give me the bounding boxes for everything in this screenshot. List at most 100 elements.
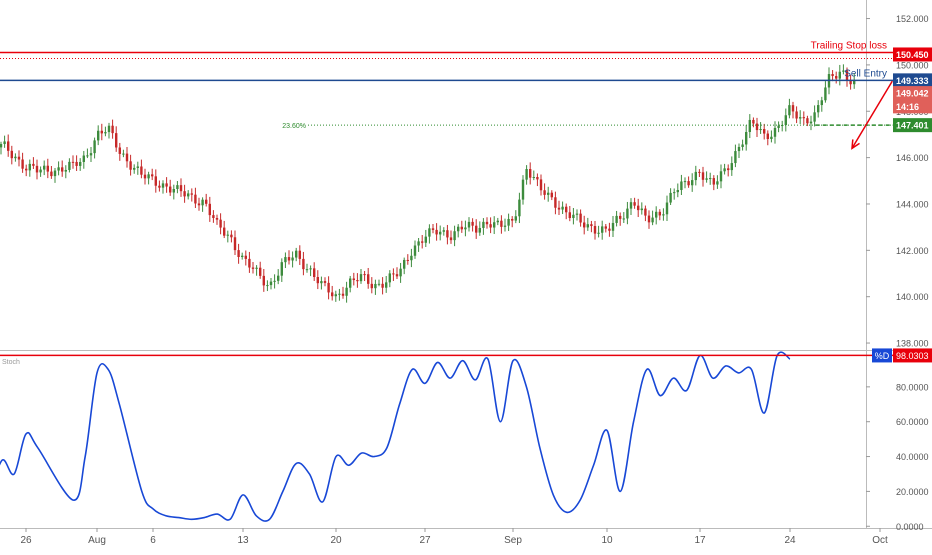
candle-body [842,70,845,72]
stoch-d-line [0,351,791,522]
candle-body [770,136,773,139]
price-tag: 149.042 [896,89,929,99]
candle-body [287,257,291,261]
candle-body [431,228,435,230]
candle-body [262,275,265,286]
candle-body [824,87,827,101]
candle-body [673,192,676,194]
candle-body [795,111,798,119]
price-axis-label: 152.000 [896,14,929,24]
candle-body [849,80,852,85]
candle-body [111,125,114,134]
candle-body [57,167,60,171]
candle-body [683,181,687,183]
candle-body [496,220,499,223]
candle-body [10,150,13,159]
candle-body [835,76,838,79]
candle-body [464,227,467,230]
candle-body [71,161,75,163]
candle-body [266,285,269,287]
candle-body [529,169,532,178]
candle-body [640,208,643,211]
candle-body [374,283,377,289]
candle-body [212,215,215,219]
candle-body [428,228,431,237]
candle-body [719,171,723,182]
x-axis-label: Sep [504,535,522,546]
candle-body [269,281,273,286]
candle-body [687,181,690,186]
candle-body [435,229,438,235]
candle-body [514,216,517,221]
candle-body [568,212,571,219]
candle-body [752,119,755,124]
candle-body [453,231,456,241]
x-axis-label: 27 [419,535,431,546]
candle-body [176,185,179,189]
candle-body [637,205,640,211]
candle-body [766,133,769,139]
candle-body [676,190,679,193]
stoch-grid: 0.0000 20.0000 40.0000 60.0000 80.0000 [866,382,929,532]
candle-body [388,273,391,283]
candle-body [392,273,395,275]
candle-body [737,146,741,152]
candle-body [241,255,244,257]
candle-body [316,277,319,284]
candle-body [35,165,39,173]
candle-body [579,213,582,223]
candle-body [493,222,496,228]
candle-body [284,257,287,263]
candle-body [500,220,503,227]
candle-body [820,100,823,106]
candle-body [349,278,352,288]
candle-body [442,230,445,232]
candle-body [61,167,64,172]
candle-body [179,185,183,192]
candle-body [151,174,154,177]
candle-body [356,280,359,282]
candle-body [583,222,586,228]
candle-body [385,282,388,288]
candle-body [485,221,489,225]
candle-body [345,287,348,296]
candle-body [251,267,255,269]
candle-body [845,70,849,81]
candle-body [298,250,301,259]
candle-body [100,130,103,134]
candle-body [698,171,701,173]
candle-body [601,226,604,233]
candle-body [3,141,6,145]
candle-body [734,151,737,164]
candle-body [377,283,381,285]
candle-body [190,193,193,195]
candle-body [439,231,442,235]
candle-body [14,156,17,159]
fib-label: 23.60% [282,123,306,130]
candle-body [799,117,802,119]
candle-body [82,155,85,162]
candle-body [424,236,427,243]
candle-body [165,183,168,187]
x-axis-label: Aug [88,535,106,546]
candle-body [140,166,143,175]
candle-body [590,224,593,227]
direction-arrow-head [851,139,860,150]
candle-body [539,179,543,191]
price-axis-label: 146.000 [896,153,929,163]
candle-body [413,245,417,256]
candle-body [133,167,136,170]
candle-body [370,283,373,289]
candle-body [97,130,100,141]
price-axis-label: 140.000 [896,292,929,302]
candle-body [608,228,611,231]
candle-body [626,208,629,219]
x-axis-label: 26 [20,535,32,546]
candle-body [727,168,730,171]
candle-body [691,180,694,186]
sell-entry-price-tag: 149.333 [896,76,929,86]
candle-body [277,275,280,281]
candle-body [536,177,539,180]
